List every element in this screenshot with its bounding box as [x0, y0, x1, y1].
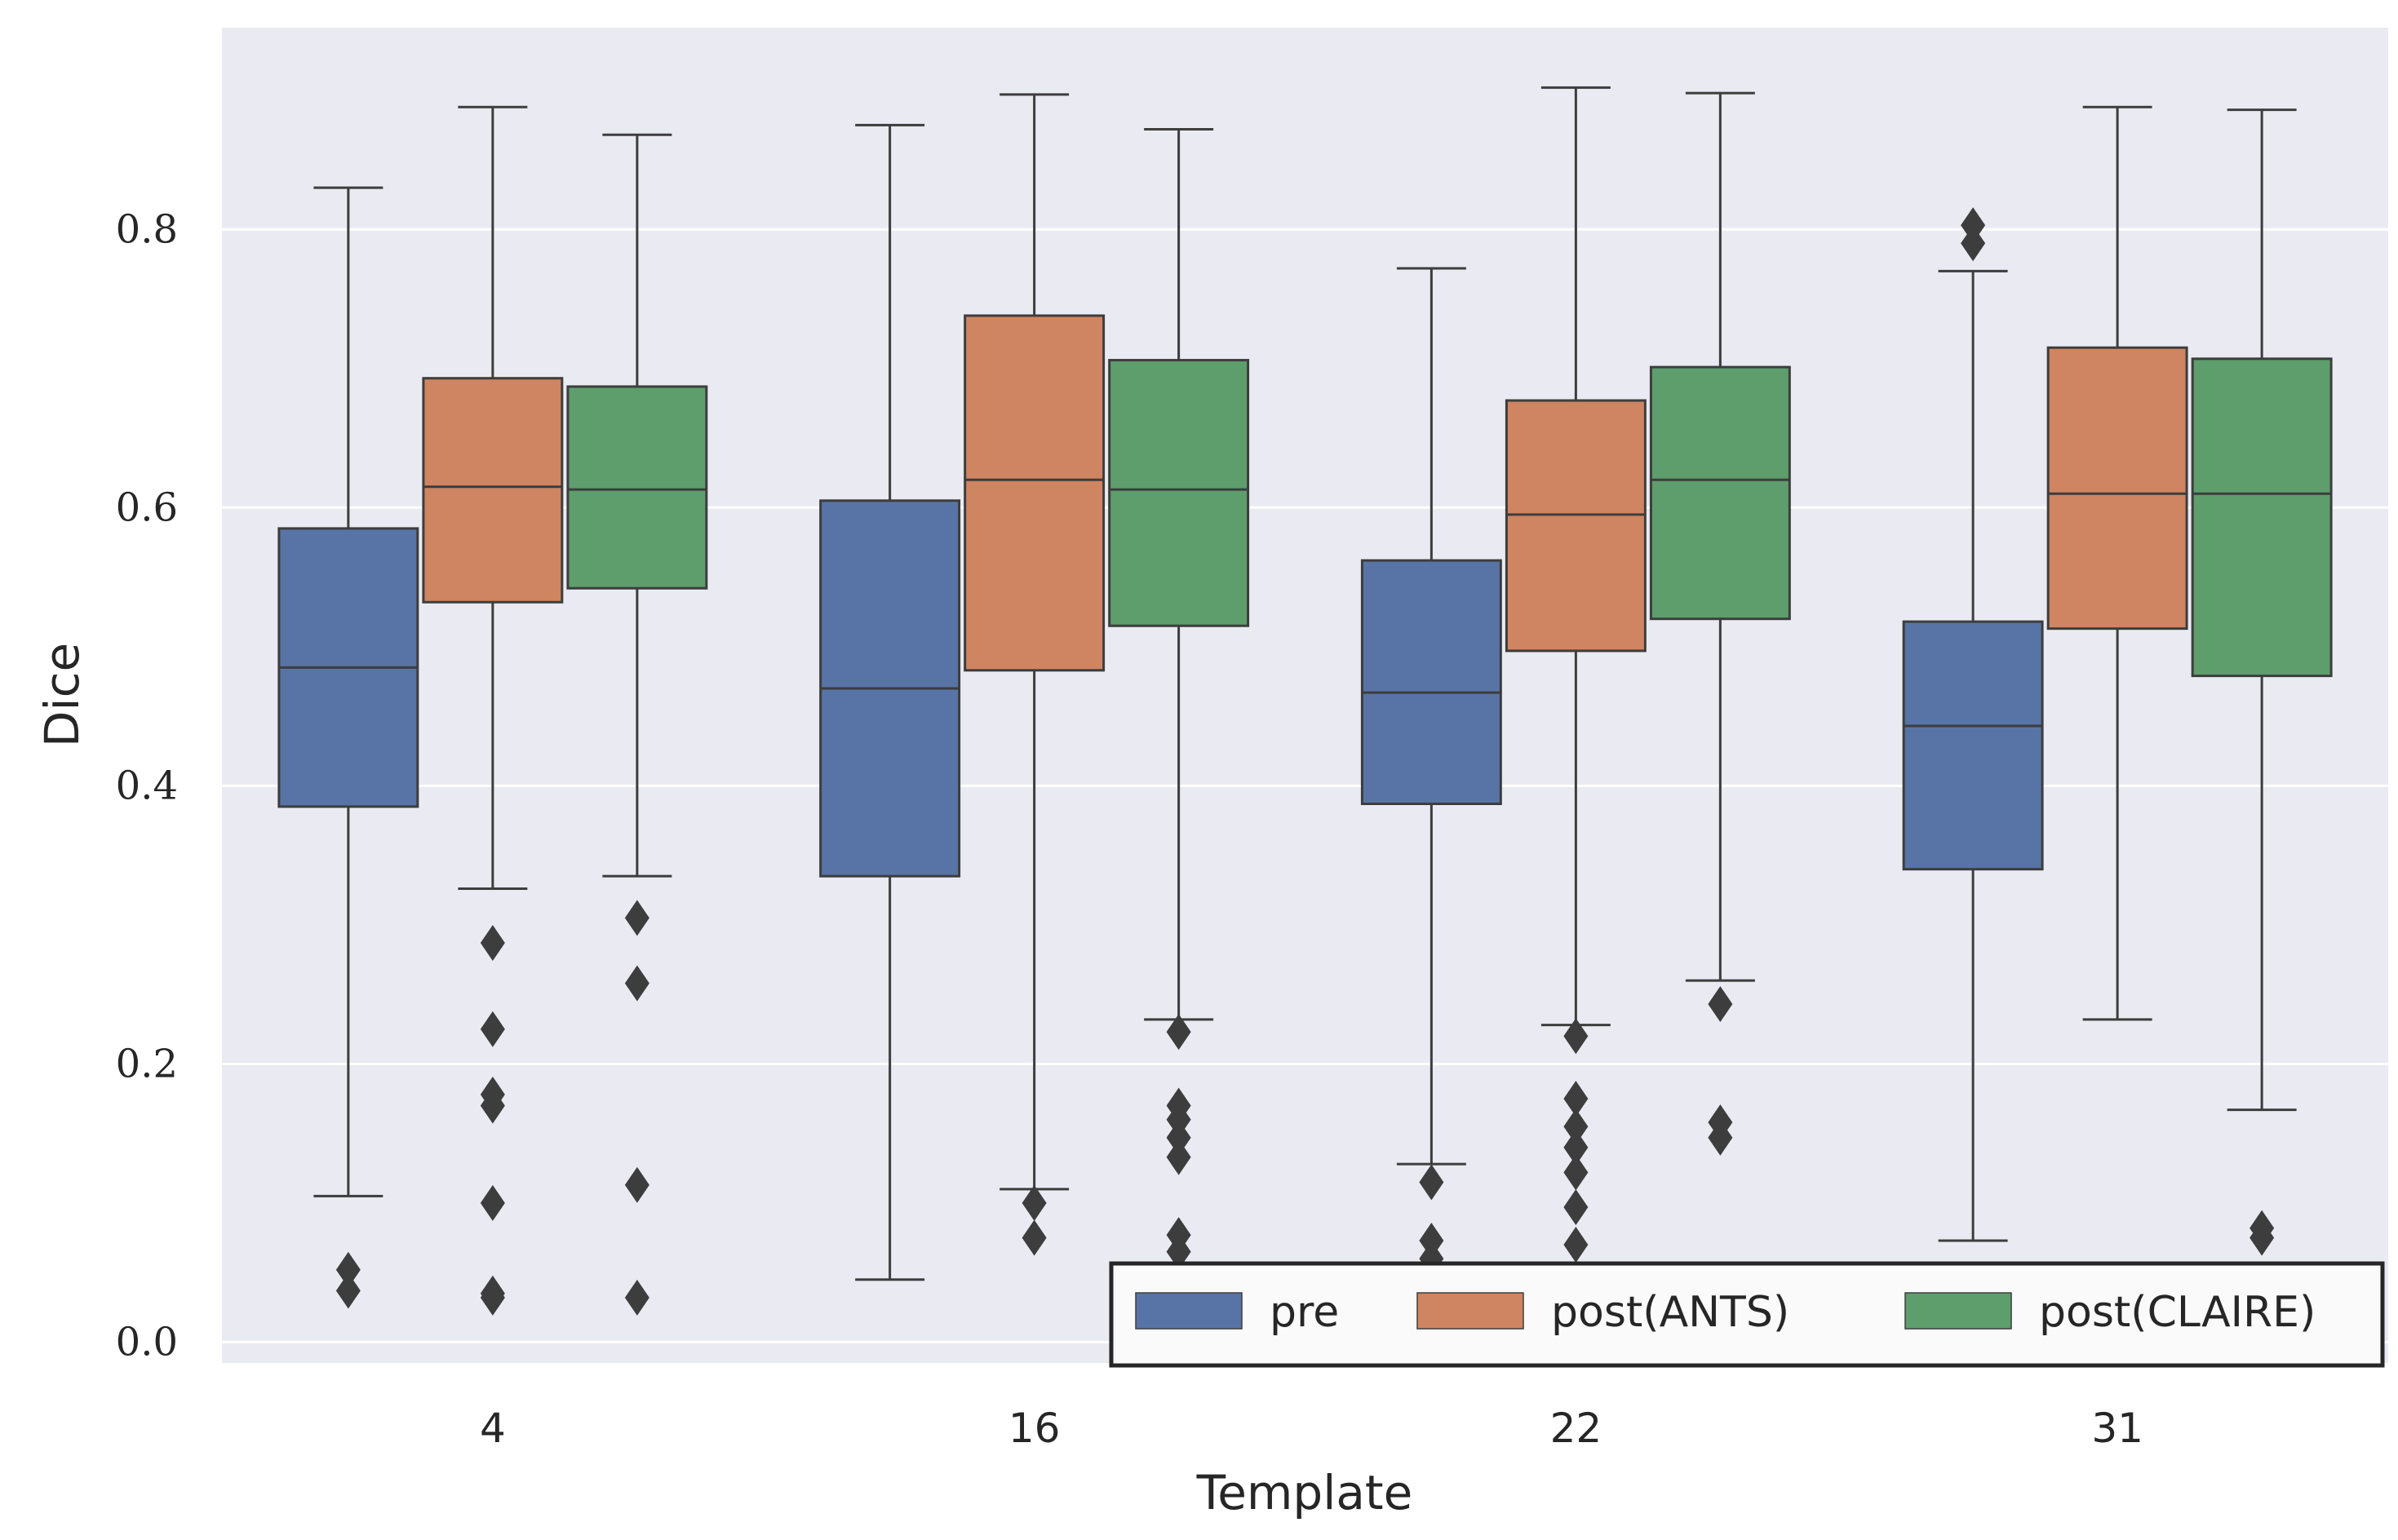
box-pre-16	[819, 123, 961, 1281]
outlier-diamond	[624, 900, 649, 936]
y-axis-label: Dice	[34, 643, 90, 747]
outlier-diamond	[1708, 1104, 1733, 1140]
plot-area-background	[222, 28, 2388, 1363]
legend-label-post(ANTS): post(ANTS)	[1551, 1288, 1789, 1337]
outlier-diamond	[2250, 1210, 2275, 1246]
iqr-box	[422, 377, 564, 604]
outlier-diamond	[1961, 207, 1986, 244]
box-post(ANTS)-4	[422, 105, 564, 891]
outlier-diamond	[1563, 1227, 1589, 1263]
box-pre-22	[1360, 267, 1502, 1166]
legend: pre post(ANTS) post(CLAIRE)	[1109, 1261, 2385, 1368]
outlier-diamond	[1166, 1217, 1191, 1254]
outlier-diamond	[1563, 1154, 1589, 1191]
outlier-diamond	[335, 1272, 361, 1309]
outlier-diamond	[1166, 1119, 1191, 1156]
legend-swatch-post(CLAIRE)	[1904, 1292, 2012, 1330]
legend-swatch-pre	[1135, 1292, 1243, 1330]
outlier-diamond	[1022, 1184, 1047, 1221]
outlier-diamond	[1419, 1222, 1444, 1259]
iqr-box	[964, 314, 1106, 672]
outlier-diamond	[480, 1275, 505, 1312]
outlier-diamond	[1961, 225, 1986, 262]
outlier-diamond	[1563, 1081, 1589, 1117]
box-post(ANTS)-22	[1505, 86, 1647, 1027]
outlier-diamond	[624, 965, 649, 1002]
iqr-box	[1505, 399, 1647, 653]
iqr-box	[1902, 620, 2044, 871]
legend-frame	[1109, 1261, 2385, 1368]
iqr-box	[2191, 357, 2333, 678]
box-post(ANTS)-16	[964, 93, 1106, 1191]
iqr-box	[1360, 559, 1502, 806]
outlier-diamond	[1166, 1087, 1191, 1124]
legend-label-post(CLAIRE): post(CLAIRE)	[2039, 1288, 2316, 1337]
outlier-diamond	[480, 1011, 505, 1047]
legend-label-pre: pre	[1270, 1288, 1339, 1337]
y-tick-label: 0.2	[116, 1041, 178, 1086]
outlier-diamond	[1166, 1139, 1191, 1175]
outlier-diamond	[624, 1166, 649, 1203]
iqr-box	[1649, 365, 1791, 621]
x-tick-label: 4	[480, 1405, 506, 1452]
box-post(CLAIRE)-4	[566, 133, 708, 878]
outlier-diamond	[480, 925, 505, 962]
box-groups	[277, 86, 2333, 1281]
outlier-diamond	[1563, 1129, 1589, 1166]
outlier-diamond	[1022, 1219, 1047, 1256]
box-post(CLAIRE)-22	[1649, 91, 1791, 982]
outlier-markers	[335, 207, 2275, 1330]
box-pre-31	[1902, 269, 2044, 1242]
y-tick-label: 0.8	[116, 206, 178, 252]
outlier-diamond	[480, 1184, 505, 1221]
box-pre-4	[277, 186, 419, 1197]
outlier-diamond	[335, 1251, 361, 1288]
outlier-diamond	[1419, 1164, 1444, 1201]
x-axis-ticks: 4 16 22 31	[480, 1405, 2143, 1452]
iqr-box	[566, 385, 708, 590]
box-post(ANTS)-31	[2046, 105, 2188, 1021]
y-tick-label: 0.0	[116, 1319, 178, 1365]
y-tick-label: 0.6	[116, 485, 178, 530]
outlier-diamond	[1708, 986, 1733, 1023]
y-axis-ticks: 0.0 0.2 0.4 0.6 0.8	[116, 206, 178, 1365]
x-axis-label: Template	[1196, 1465, 1413, 1520]
outlier-diamond	[1563, 1189, 1589, 1226]
outlier-diamond	[1563, 1109, 1589, 1145]
outlier-diamond	[1166, 1014, 1191, 1051]
legend-swatch-post(ANTS)	[1416, 1292, 1524, 1330]
box-post(CLAIRE)-16	[1108, 127, 1250, 1021]
y-tick-label: 0.4	[116, 763, 178, 808]
box-post(CLAIRE)-31	[2191, 108, 2333, 1112]
x-tick-label: 31	[2091, 1405, 2143, 1452]
x-tick-label: 22	[1550, 1405, 1602, 1452]
outlier-diamond	[1563, 1018, 1589, 1055]
iqr-box	[1108, 359, 1250, 627]
x-tick-label: 16	[1008, 1405, 1061, 1452]
outlier-diamond	[624, 1279, 649, 1316]
iqr-box	[2046, 346, 2188, 631]
outlier-diamond	[480, 1076, 505, 1113]
